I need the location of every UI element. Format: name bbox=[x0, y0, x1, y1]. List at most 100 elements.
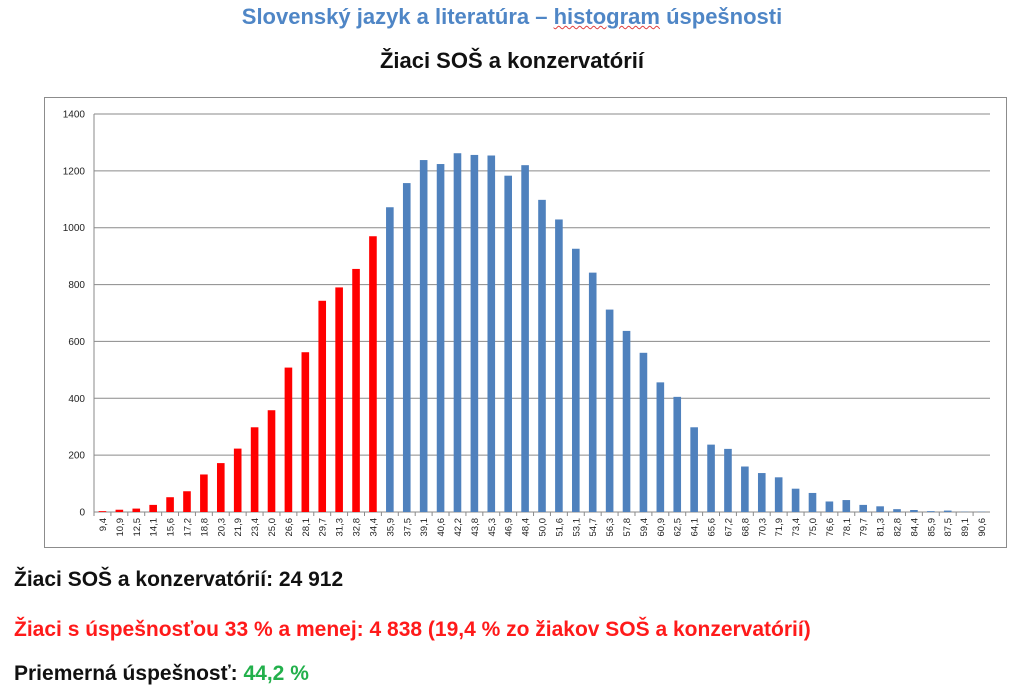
x-tick-label: 34,4 bbox=[368, 518, 379, 537]
histogram-bar bbox=[910, 510, 918, 512]
x-tick-label: 76,6 bbox=[825, 518, 836, 537]
x-tick-label: 87,5 bbox=[943, 518, 954, 537]
histogram-bar bbox=[622, 330, 631, 512]
x-tick-label: 64,1 bbox=[690, 518, 701, 537]
x-tick-label: 68,8 bbox=[740, 518, 751, 537]
histogram-bar bbox=[352, 268, 360, 512]
histogram-bar bbox=[284, 367, 293, 512]
x-tick-label: 50,0 bbox=[538, 518, 549, 537]
histogram-bar bbox=[335, 287, 343, 512]
x-tick-label: 78,1 bbox=[842, 518, 853, 537]
x-tick-label: 32,8 bbox=[352, 518, 363, 537]
x-tick-label: 85,9 bbox=[926, 518, 937, 537]
x-tick-label: 26,6 bbox=[284, 518, 295, 537]
x-tick-label: 39,1 bbox=[419, 518, 430, 537]
histogram-bar bbox=[369, 236, 377, 512]
histogram-bar bbox=[200, 474, 208, 512]
x-tick-label: 60,9 bbox=[656, 518, 667, 537]
histogram-bar bbox=[98, 511, 107, 512]
x-tick-label: 29,7 bbox=[318, 518, 329, 537]
histogram-bar bbox=[741, 466, 749, 512]
histogram-bar bbox=[656, 382, 665, 512]
histogram-bar bbox=[250, 427, 259, 512]
title-prefix: Slovenský jazyk a literatúra – bbox=[241, 4, 554, 29]
histogram-bar bbox=[470, 154, 479, 512]
histogram-bar bbox=[216, 463, 225, 512]
x-tick-label: 31,3 bbox=[335, 518, 346, 537]
x-tick-label: 65,6 bbox=[707, 518, 718, 537]
histogram-bar bbox=[808, 492, 817, 512]
histogram-bar bbox=[149, 504, 157, 512]
x-tick-label: 81,3 bbox=[876, 518, 887, 537]
x-tick-label: 54,7 bbox=[588, 518, 599, 537]
x-tick-label: 75,0 bbox=[808, 518, 819, 537]
chart-title: Slovenský jazyk a literatúra – histogram… bbox=[0, 4, 1024, 30]
x-tick-label: 12,5 bbox=[132, 518, 143, 537]
y-tick-label: 1400 bbox=[63, 110, 86, 121]
histogram-bar bbox=[419, 160, 428, 512]
y-tick-label: 0 bbox=[79, 508, 85, 519]
histogram-bar bbox=[166, 497, 174, 512]
histogram-bar bbox=[943, 510, 952, 512]
histogram-bar bbox=[521, 165, 529, 512]
y-tick-label: 400 bbox=[68, 394, 85, 405]
y-tick-label: 600 bbox=[68, 337, 85, 348]
x-tick-label: 73,4 bbox=[791, 518, 802, 537]
title-word-histogram: histogram bbox=[553, 4, 660, 29]
histogram-bar bbox=[132, 508, 141, 512]
average-success-label: Priemerná úspešnosť: 44,2 % bbox=[14, 662, 309, 686]
x-tick-label: 10,9 bbox=[115, 518, 126, 537]
histogram-bar bbox=[825, 501, 834, 512]
histogram-bar bbox=[402, 183, 411, 512]
x-tick-label: 89,1 bbox=[960, 518, 971, 537]
histogram-bar bbox=[115, 509, 124, 512]
histogram-bar bbox=[233, 448, 242, 512]
histogram-bar bbox=[707, 444, 715, 512]
x-tick-label: 15,6 bbox=[166, 518, 177, 537]
histogram-bar bbox=[893, 509, 901, 512]
below-threshold-label: Žiaci s úspešnosťou 33 % a menej: 4 838 … bbox=[14, 618, 811, 641]
x-tick-label: 67,2 bbox=[723, 518, 734, 537]
histogram-bar bbox=[453, 153, 462, 512]
histogram-bar bbox=[588, 272, 597, 512]
x-tick-label: 28,1 bbox=[301, 518, 312, 537]
histogram-bar bbox=[538, 199, 546, 512]
histogram-bar bbox=[267, 410, 276, 512]
y-tick-label: 1000 bbox=[63, 223, 86, 234]
histogram-bar bbox=[639, 352, 648, 512]
x-tick-label: 21,9 bbox=[233, 518, 244, 537]
y-tick-label: 1200 bbox=[63, 166, 86, 177]
histogram-bar bbox=[183, 491, 191, 512]
x-tick-label: 45,3 bbox=[487, 518, 498, 537]
x-tick-label: 57,8 bbox=[622, 518, 633, 537]
x-tick-label: 14,1 bbox=[149, 518, 160, 537]
x-tick-label: 40,6 bbox=[436, 518, 447, 537]
x-tick-label: 46,9 bbox=[504, 518, 515, 537]
x-tick-label: 79,7 bbox=[859, 518, 870, 537]
x-tick-label: 20,3 bbox=[216, 518, 227, 537]
x-tick-label: 18,8 bbox=[199, 518, 210, 537]
x-tick-label: 82,8 bbox=[893, 518, 904, 537]
histogram-bar bbox=[386, 207, 394, 512]
x-tick-label: 37,5 bbox=[402, 518, 413, 537]
x-tick-label: 53,1 bbox=[571, 518, 582, 537]
chart-area: 0 200 400 600 800 1000 1200 1400 9,4 10,9 12,5 14,1… bbox=[44, 97, 1007, 548]
x-tick-label: 23,4 bbox=[250, 518, 261, 537]
histogram-bar bbox=[572, 248, 580, 512]
histogram-bar bbox=[487, 155, 496, 512]
histogram-bar bbox=[504, 175, 512, 512]
histogram-chart: 0 200 400 600 800 1000 1200 1400 9,4 10,9 12,5 14,1… bbox=[63, 110, 990, 537]
x-tick-label: 42,2 bbox=[453, 518, 464, 537]
x-tick-label: 71,9 bbox=[774, 518, 785, 537]
histogram-bar bbox=[927, 511, 935, 512]
x-tick-label: 56,3 bbox=[605, 518, 616, 537]
histogram-bar bbox=[791, 488, 800, 512]
total-students-label: Žiaci SOŠ a konzervatórií: 24 912 bbox=[14, 568, 344, 591]
histogram-bar bbox=[673, 396, 682, 512]
y-tick-label: 200 bbox=[68, 451, 85, 462]
x-tick-label: 62,5 bbox=[673, 518, 684, 537]
x-tick-label: 59,4 bbox=[639, 518, 650, 537]
x-tick-label: 70,3 bbox=[757, 518, 768, 537]
title-suffix: úspešnosti bbox=[659, 4, 783, 29]
histogram-bar bbox=[724, 448, 732, 512]
